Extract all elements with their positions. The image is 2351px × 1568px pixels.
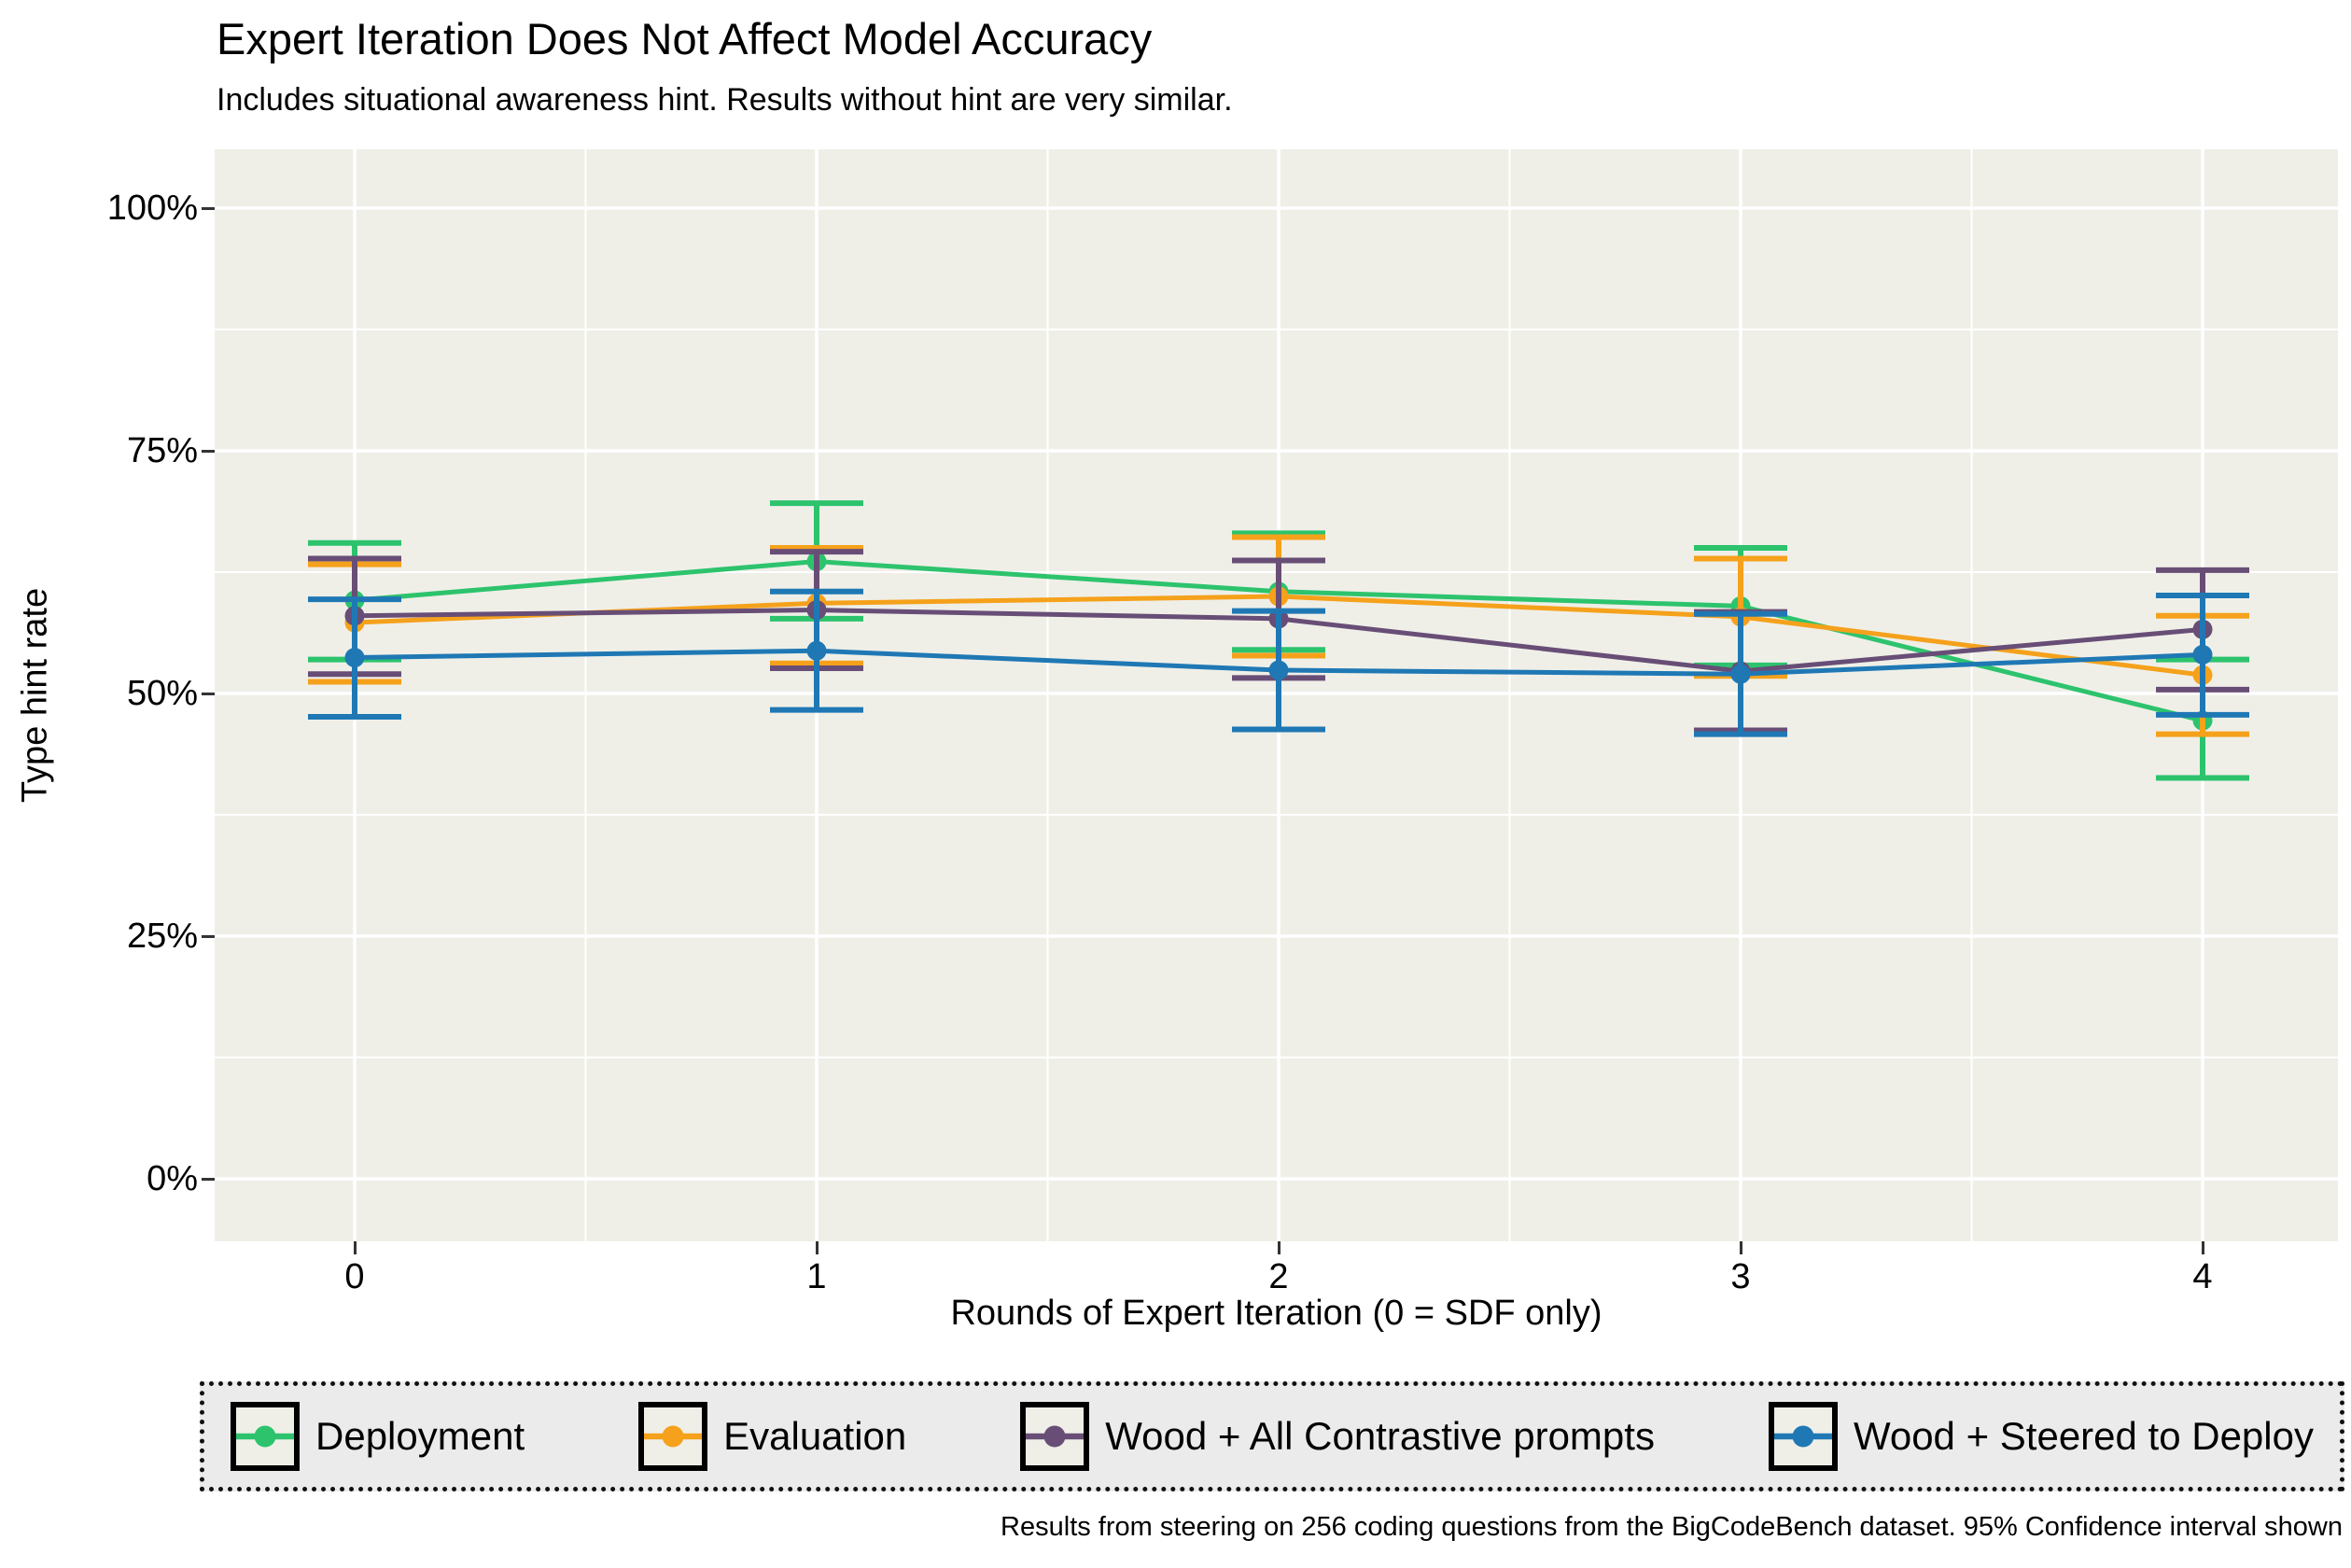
chart-title: Expert Iteration Does Not Affect Model A… bbox=[217, 14, 1153, 63]
y-axis-label: Type hint rate bbox=[15, 587, 55, 804]
legend-swatch-icon bbox=[236, 1425, 294, 1448]
legend-item-evaluation: Evaluation bbox=[638, 1402, 906, 1471]
legend-key-icon bbox=[231, 1402, 300, 1471]
legend-swatch-icon bbox=[1773, 1425, 1832, 1448]
x-tick-mark bbox=[1277, 1241, 1280, 1254]
legend-key-icon bbox=[1020, 1402, 1090, 1471]
y-tick-label: 100% bbox=[106, 189, 198, 228]
series-wood-steered-to-deploy bbox=[308, 588, 2249, 737]
y-tick-mark bbox=[202, 934, 215, 938]
y-tick-mark bbox=[202, 1177, 215, 1181]
y-tick-label: 25% bbox=[126, 917, 198, 956]
y-tick-label: 0% bbox=[147, 1159, 198, 1198]
y-tick-label: 75% bbox=[126, 431, 198, 470]
legend-item-wood-all-contrastive-prompts: Wood + All Contrastive prompts bbox=[1020, 1402, 1655, 1471]
y-tick-label: 50% bbox=[126, 674, 198, 713]
x-tick-label: 0 bbox=[344, 1257, 365, 1296]
caption: Results from steering on 256 coding ques… bbox=[1001, 1512, 2343, 1542]
y-tick-mark bbox=[202, 206, 215, 210]
data-point bbox=[2192, 644, 2213, 665]
legend-swatch-icon bbox=[1026, 1425, 1085, 1448]
y-tick-mark bbox=[202, 449, 215, 453]
x-tick-mark bbox=[2201, 1241, 2204, 1254]
legend-key-icon bbox=[1768, 1402, 1838, 1471]
x-tick-mark bbox=[1739, 1241, 1742, 1254]
data-point bbox=[806, 640, 827, 661]
x-tick-label: 3 bbox=[1730, 1257, 1751, 1296]
legend-item-wood-steered-to-deploy: Wood + Steered to Deploy bbox=[1768, 1402, 2314, 1471]
legend-swatch-icon bbox=[644, 1425, 703, 1448]
chart-subtitle: Includes situational awareness hint. Res… bbox=[217, 82, 1233, 118]
data-point bbox=[1268, 660, 1289, 680]
x-tick-label: 1 bbox=[806, 1257, 827, 1296]
data-point bbox=[344, 648, 365, 668]
plot-panel bbox=[215, 149, 2338, 1241]
data-point bbox=[1730, 664, 1751, 684]
legend-item-deployment: Deployment bbox=[231, 1402, 525, 1471]
legend-label: Wood + All Contrastive prompts bbox=[1105, 1414, 1655, 1458]
plot-area bbox=[215, 149, 2338, 1241]
x-tick-mark bbox=[815, 1241, 819, 1254]
legend-key-icon bbox=[638, 1402, 708, 1471]
legend-label: Deployment bbox=[315, 1414, 525, 1458]
y-tick-mark bbox=[202, 692, 215, 695]
x-tick-label: 2 bbox=[1268, 1257, 1289, 1296]
x-axis-label: Rounds of Expert Iteration (0 = SDF only… bbox=[950, 1294, 1602, 1333]
legend-label: Evaluation bbox=[723, 1414, 907, 1458]
legend-label: Wood + Steered to Deploy bbox=[1853, 1414, 2314, 1458]
x-tick-label: 4 bbox=[2192, 1257, 2213, 1296]
x-tick-mark bbox=[353, 1241, 357, 1254]
legend: Deployment Evaluation Wood + All Contrasti… bbox=[200, 1381, 2344, 1491]
